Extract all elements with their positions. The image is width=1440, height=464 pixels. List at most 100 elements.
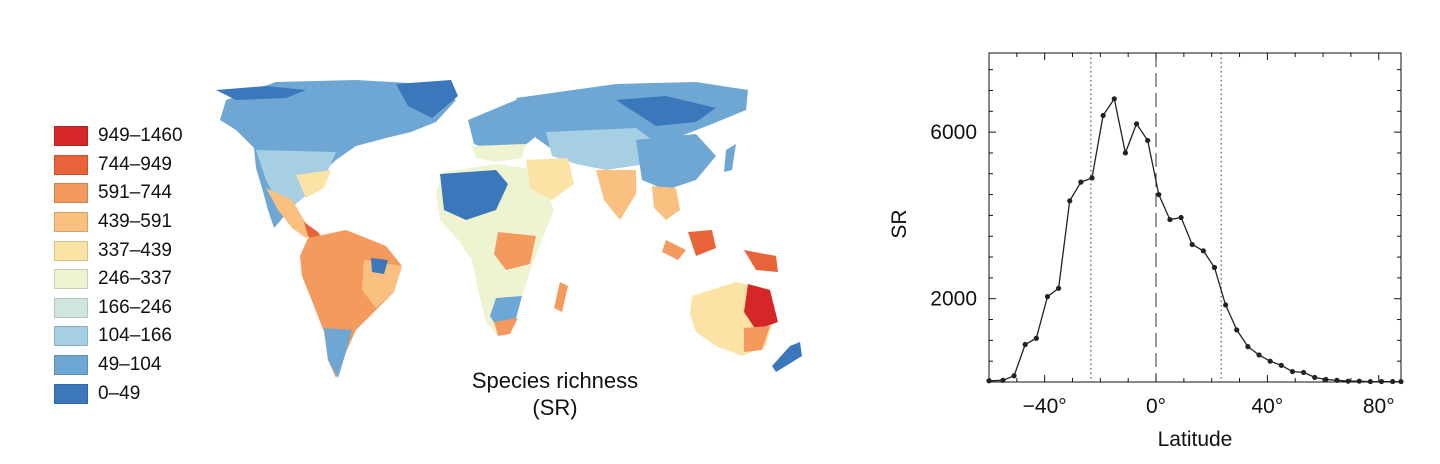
legend-label: 337–439 [98, 239, 172, 261]
data-point [1367, 378, 1373, 385]
legend-swatch [54, 269, 88, 290]
australia-east [744, 284, 778, 330]
legend-label: 0–49 [98, 382, 141, 404]
legend-label: 49–104 [98, 354, 162, 376]
central-africa-region [494, 232, 536, 270]
india-region [596, 170, 636, 220]
legend-swatch [54, 183, 88, 204]
data-point [1398, 378, 1404, 385]
legend-swatch [54, 383, 88, 404]
data-point [1089, 175, 1095, 181]
data-point [1178, 214, 1184, 221]
data-point [1289, 368, 1296, 375]
series-line [988, 97, 1401, 383]
x-tick-label: 80° [1363, 395, 1395, 418]
data-point [1189, 241, 1195, 248]
mexico-region [266, 188, 314, 238]
legend-label: 439–591 [98, 211, 172, 233]
data-point [1267, 358, 1273, 364]
arctic-islands [216, 86, 306, 100]
data-point [1200, 248, 1206, 254]
legend-swatch [54, 126, 88, 147]
data-point [1312, 374, 1318, 381]
amazon-blue-patch [371, 258, 388, 274]
new-guinea-region [744, 250, 778, 272]
x-tick-label: 40° [1251, 395, 1283, 418]
data-point [1044, 294, 1051, 300]
data-point [1278, 362, 1284, 368]
data-point [1078, 179, 1084, 185]
x-axis-label: Latitude [1158, 428, 1233, 451]
legend-swatch [54, 154, 88, 175]
legend-swatch [54, 212, 88, 233]
legend-item: 104–166 [54, 322, 183, 351]
data-point [1145, 137, 1151, 144]
legend-item: 49–104 [54, 351, 183, 380]
plot-frame [988, 52, 1402, 383]
data-point [1033, 335, 1039, 341]
legend-label: 744–949 [98, 153, 172, 175]
legend-item: 439–591 [54, 208, 183, 237]
legend-label: 246–337 [98, 268, 172, 290]
data-point [1334, 377, 1340, 383]
greenland-region [396, 80, 458, 118]
legend-swatch [54, 297, 88, 318]
data-point [1011, 373, 1017, 379]
data-point [1122, 150, 1129, 156]
europe-south [472, 144, 526, 162]
madagascar [554, 282, 568, 312]
x-tick-label: −40° [1023, 395, 1067, 418]
legend-label: 166–246 [98, 296, 172, 318]
japan-region [724, 144, 736, 172]
legend-swatch [54, 355, 88, 376]
data-point [1245, 344, 1251, 350]
borneo-region [688, 230, 716, 256]
data-point [986, 378, 992, 384]
legend-item: 0–49 [54, 379, 183, 408]
us-southeast [296, 170, 331, 198]
x-tick-label: 0° [1146, 395, 1166, 418]
legend-label: 104–166 [98, 325, 172, 347]
data-point [1000, 377, 1006, 383]
data-point [1211, 264, 1218, 271]
data-point [1256, 352, 1262, 358]
middle-east-region [526, 158, 574, 200]
data-point [1390, 378, 1396, 385]
data-point [1356, 378, 1362, 384]
data-point [1022, 341, 1028, 348]
data-point [1167, 216, 1173, 223]
data-point [1234, 327, 1240, 333]
y-axis-label: SR [888, 209, 911, 238]
map-legend: 949–1460 744–949 591–744 439–591 337–439 246–… [54, 122, 183, 408]
legend-item: 744–949 [54, 151, 183, 180]
legend-item: 949–1460 [54, 122, 183, 151]
map-caption-line2: (SR) [532, 395, 578, 420]
legend-swatch [54, 326, 88, 347]
legend-swatch [54, 240, 88, 261]
legend-item: 246–337 [54, 265, 183, 294]
legend-label: 949–1460 [98, 125, 183, 147]
data-point [1378, 378, 1385, 385]
southeast-asia-region [652, 186, 680, 220]
y-tick-label: 2000 [930, 288, 977, 311]
data-point [1156, 191, 1162, 198]
asia-central [546, 128, 666, 170]
map-caption: Species richness (SR) [428, 367, 682, 421]
data-point [1133, 121, 1140, 127]
data-point [1067, 198, 1073, 204]
sumatra-region [662, 240, 686, 260]
data-point [1345, 378, 1351, 384]
new-zealand [772, 342, 802, 372]
legend-label: 591–744 [98, 182, 172, 204]
data-point [1323, 376, 1329, 383]
legend-item: 337–439 [54, 236, 183, 265]
australia-southeast [744, 326, 770, 352]
map-caption-line1: Species richness [471, 368, 639, 393]
south-america-south [324, 328, 352, 378]
data-point [1055, 285, 1062, 291]
sahara-region [440, 170, 508, 220]
legend-item: 166–246 [54, 294, 183, 323]
data-point [1111, 96, 1117, 102]
world-map [216, 80, 802, 378]
